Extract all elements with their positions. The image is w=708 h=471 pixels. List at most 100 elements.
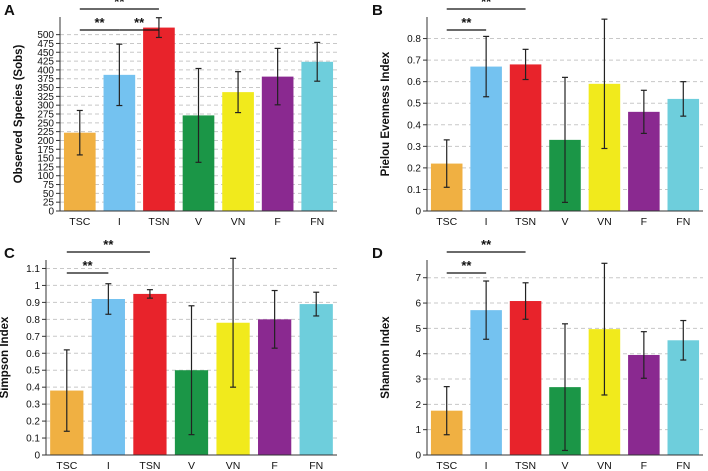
category-label: V: [561, 216, 568, 228]
significance-label: **: [114, 0, 125, 9]
significance-label: **: [481, 0, 492, 9]
bar-tsn: [133, 293, 167, 455]
category-label: TSN: [515, 216, 536, 228]
y-tick-label: 1: [415, 425, 421, 436]
panel-letter: A: [4, 2, 15, 19]
y-tick-label: 0.8: [26, 315, 40, 326]
category-label: TSC: [436, 460, 457, 471]
y-tick-label: 0: [415, 451, 421, 462]
y-tick-label: 0: [415, 207, 421, 218]
bar-fn: [301, 61, 334, 212]
category-label: TSC: [69, 216, 90, 228]
category-label: TSC: [56, 460, 77, 471]
bar-tsn: [509, 64, 542, 211]
y-tick-label: 175: [37, 145, 54, 156]
category-label: FN: [676, 460, 690, 471]
category-label: F: [274, 216, 280, 228]
y-tick-label: 0.4: [407, 120, 421, 131]
panel-letter: D: [372, 245, 383, 262]
y-axis-label: Observed Species (Sobs): [13, 44, 25, 183]
y-tick-label: 0.6: [407, 77, 421, 88]
y-tick-label: 475: [37, 39, 54, 50]
y-tick-label: 275: [37, 110, 54, 121]
y-tick-label: 7: [415, 273, 421, 284]
category-label: I: [118, 216, 121, 228]
category-label: F: [641, 460, 647, 471]
significance-label: **: [103, 237, 114, 252]
y-tick-label: 250: [37, 118, 54, 129]
category-label: VN: [226, 460, 241, 471]
y-tick-label: 400: [37, 65, 54, 76]
y-tick-label: 0.7: [407, 56, 421, 67]
y-axis-label: Simpson Index: [0, 316, 11, 398]
y-tick-label: 50: [43, 189, 55, 200]
category-label: V: [195, 216, 202, 228]
y-tick-label: 450: [37, 48, 54, 59]
y-tick-label: 1.1: [26, 264, 40, 275]
y-tick-label: 0.2: [407, 163, 421, 174]
category-label: F: [271, 460, 277, 471]
significance-label: **: [461, 258, 472, 273]
chart-panel-a: A 025507510012515017520022525027530032535…: [4, 0, 337, 228]
chart-panel-b: B 0 0.1 0.2 0.3 0.4 0.5 0.6 0.7 0.8 Pielou Evennes…: [372, 0, 703, 228]
y-axis-label: Shannon Index: [380, 316, 392, 399]
y-tick-label: 4: [415, 349, 421, 360]
y-tick-label: 200: [37, 136, 54, 147]
y-tick-label: 0.2: [26, 417, 40, 428]
category-label: VN: [597, 460, 612, 471]
bar-fn: [667, 98, 700, 211]
y-tick-label: 75: [43, 180, 55, 191]
y-tick-label: 0.1: [26, 434, 40, 445]
y-tick-label: 125: [37, 162, 54, 173]
bar-tsn: [143, 27, 175, 211]
significance-label: **: [134, 15, 145, 30]
y-axis-label: Pielou Evenness Index: [380, 51, 392, 176]
y-tick-label: 375: [37, 74, 54, 85]
category-label: TSN: [515, 460, 536, 471]
y-tick-label: 0.6: [26, 349, 40, 360]
y-tick-label: 3: [415, 375, 421, 386]
y-tick-label: 0.4: [26, 383, 40, 394]
y-tick-label: 350: [37, 83, 54, 94]
bar-tsn: [509, 301, 542, 455]
category-label: FN: [310, 216, 324, 228]
significance-label: **: [95, 15, 106, 30]
category-label: I: [485, 216, 488, 228]
y-tick-label: 500: [37, 30, 54, 41]
category-label: TSC: [436, 216, 457, 228]
category-label: TSN: [139, 460, 160, 471]
panel-letter: C: [4, 245, 15, 262]
y-tick-label: 0.3: [407, 142, 421, 153]
y-tick-label: 0.5: [26, 366, 40, 377]
panel-letter: B: [372, 2, 383, 19]
category-label: F: [641, 216, 647, 228]
y-tick-label: 0.5: [407, 99, 421, 110]
category-label: FN: [309, 460, 323, 471]
significance-label: **: [481, 237, 492, 252]
y-tick-label: 0.3: [26, 400, 40, 411]
y-tick-label: 100: [37, 171, 54, 182]
category-label: VN: [597, 216, 612, 228]
category-label: TSN: [148, 216, 169, 228]
category-label: VN: [231, 216, 246, 228]
y-tick-label: 6: [415, 299, 421, 310]
y-tick-label: 0: [48, 207, 54, 218]
y-tick-label: 2: [415, 400, 421, 411]
y-tick-label: 0: [34, 451, 40, 462]
y-tick-label: 0.1: [407, 185, 421, 196]
category-label: FN: [676, 216, 690, 228]
y-tick-label: 150: [37, 154, 54, 165]
y-tick-label: 225: [37, 127, 54, 138]
bar-fn: [299, 304, 333, 455]
chart-panel-c: C 0 0.1 0.2 0.3 0.4 0.5 0.6 0.7 0.8 0.9 1 1.1 Simpson…: [0, 237, 337, 471]
y-tick-label: 0.7: [26, 332, 40, 343]
significance-label: **: [83, 258, 94, 273]
category-label: I: [107, 460, 110, 471]
significance-label: **: [461, 15, 472, 30]
category-label: V: [561, 460, 568, 471]
category-label: V: [188, 460, 195, 471]
y-tick-label: 300: [37, 101, 54, 112]
bar-i: [91, 299, 125, 455]
chart-panel-d: D 0 1 2 3 4 5 6 7 Shannon Index TSC I TSN V VN F FN ** **: [372, 237, 703, 471]
